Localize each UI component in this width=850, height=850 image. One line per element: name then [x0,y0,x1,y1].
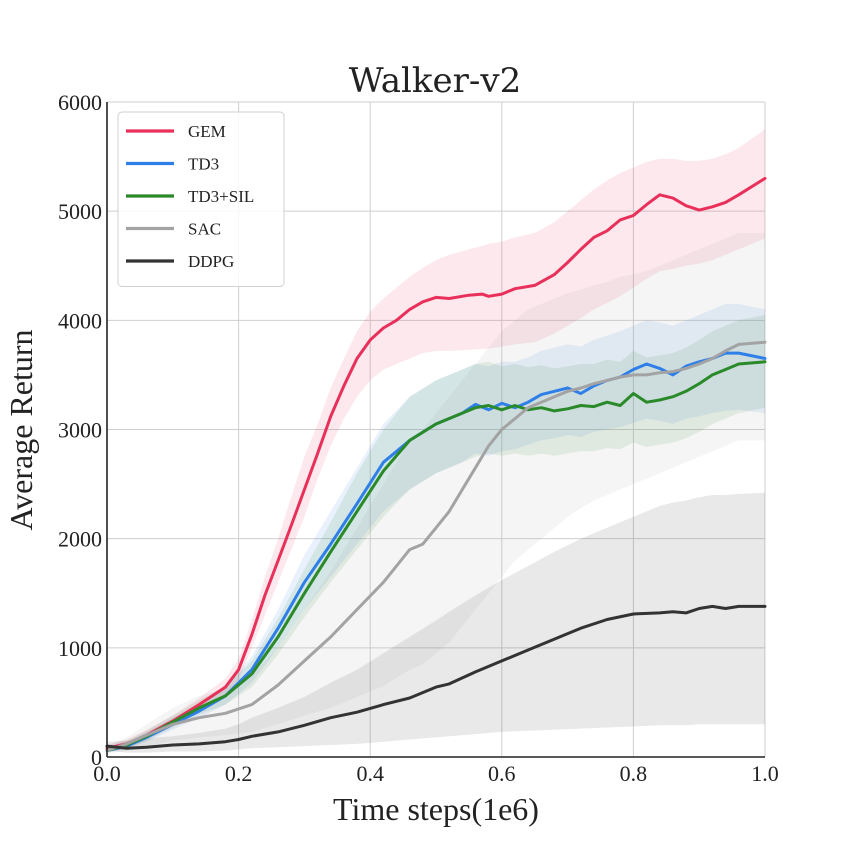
axes [106,102,765,758]
y-tick-label-6: 6000 [58,90,102,115]
x-tick-label-4: 0.8 [620,761,648,786]
x-tick-label-5: 1.0 [751,761,779,786]
tick-labels: 0.0 0.2 0.4 0.6 0.8 1.0 0 1000 2000 3000 4000 5000 6… [58,90,779,786]
confidence-bands [107,129,765,754]
legend-label-0: GEM [188,122,226,141]
x-tick-label-3: 0.6 [488,761,516,786]
legend: GEM TD3 TD3+SIL SAC DDPG [117,111,285,287]
band-sac [107,233,765,754]
x-axis-label: Time steps(1e6) [333,791,539,827]
legend-box [117,111,285,287]
chart-title: Walker-v2 [349,61,521,101]
y-tick-label-4: 4000 [58,308,102,333]
line-td3 [105,351,767,752]
line-gem [105,176,767,750]
y-tick-label-1: 1000 [58,636,102,661]
x-tick-label-1: 0.2 [225,761,253,786]
y-tick-label-2: 2000 [58,527,102,552]
band-td3-sil [107,314,765,753]
legend-label-3: SAC [188,220,221,239]
legend-label-1: TD3 [188,155,219,174]
y-axis-label: Average Return [3,329,39,530]
y-tick-label-5: 5000 [58,199,102,224]
line-sac [105,340,767,752]
x-tick-label-0: 0.0 [93,761,121,786]
series-lines [105,176,767,752]
y-tick-label-3: 3000 [58,418,102,443]
band-ddpg [107,492,765,753]
line-ddpg [105,604,767,750]
legend-label-2: TD3+SIL [188,187,254,206]
line-td3-sil [105,360,767,752]
band-gem [107,129,765,751]
legend-label-4: DDPG [188,252,234,271]
y-tick-label-0: 0 [91,745,102,770]
x-tick-label-2: 0.4 [356,761,384,786]
